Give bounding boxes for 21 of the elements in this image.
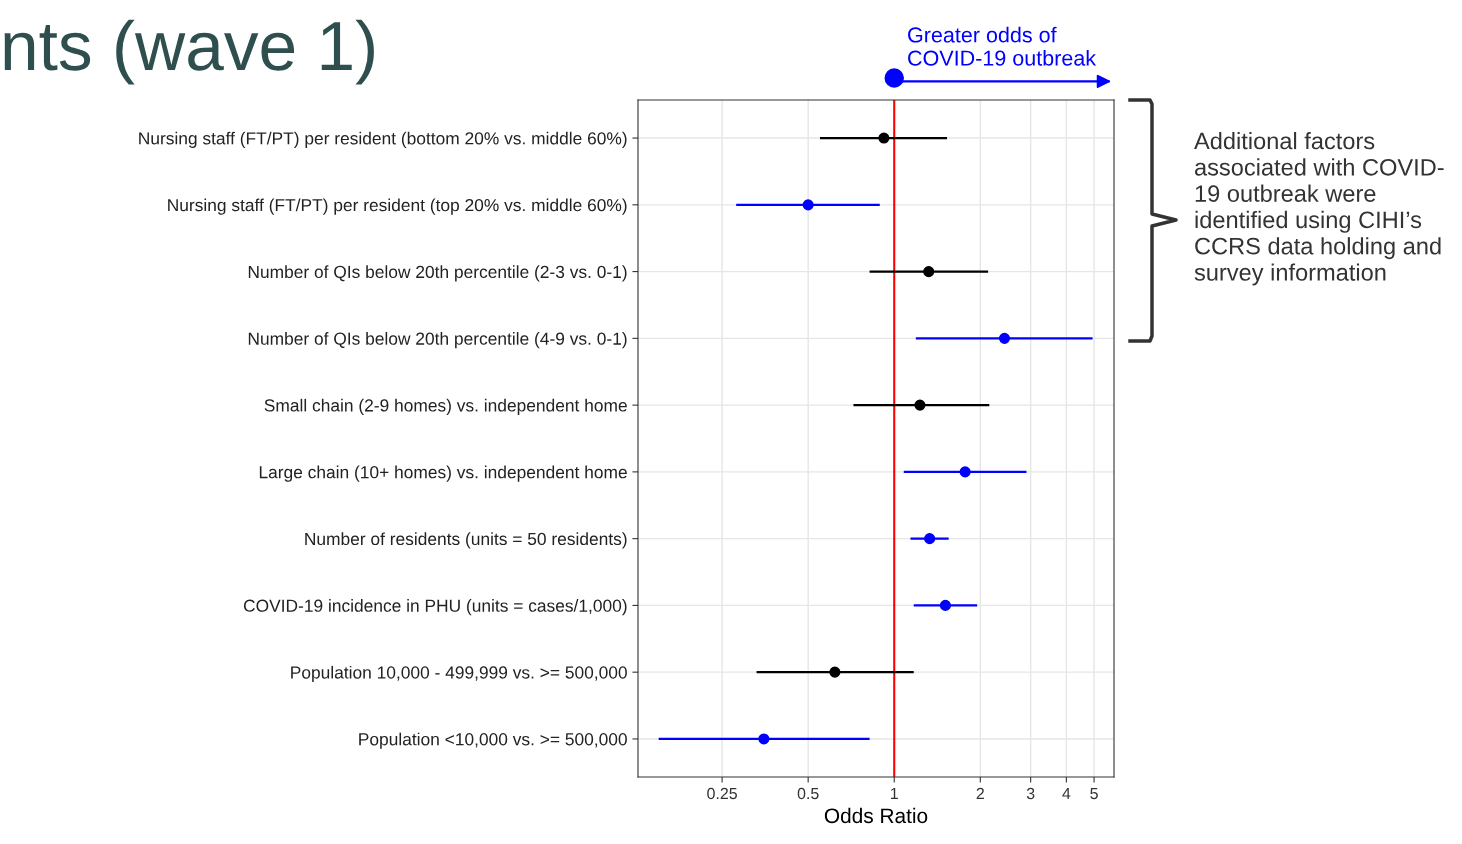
x-tick-label: 2: [976, 787, 984, 799]
y-tick-label: Number of residents (units = 50 residents): [305, 532, 627, 549]
y-tick-label: Number of QIs below 20th percentile (4-9 vs. 0-1): [248, 332, 627, 349]
y-tick-label: Population 10,000 - 499,999 vs. >= 500,000: [291, 665, 627, 683]
chart-title: nts (wave 1): [4, 19, 374, 85]
x-tick-label: 1: [891, 788, 898, 799]
y-tick-label: Nursing staff (FT/PT) per resident (top 20% vs. middle 60%): [168, 198, 627, 215]
x-tick-label: 3: [1026, 787, 1035, 800]
y-tick-label: Number of QIs below 20th percentile (2-3 vs. 0-1): [248, 265, 627, 282]
y-tick-label: Small chain (2-9 homes) vs. independent home: [264, 398, 627, 416]
x-tick-label: 5: [1090, 788, 1098, 800]
y-tick-label: Nursing staff (FT/PT) per resident (bottom 20% vs. middle 60%): [139, 131, 627, 148]
text: Additional factors associated with COVID- 19 outbreak were identified using CIHI’s CCRS data holding and survey information: [1194, 132, 1444, 286]
y-tick-label: COVID-19 incidence in PHU (units = cases/1,000): [243, 599, 627, 616]
x-tick-label: 0.5: [797, 787, 819, 800]
y-tick-label: Large chain (10+ homes) vs. independent home: [259, 465, 627, 482]
text: Greater odds of COVID-19 outbreak: [908, 26, 1097, 66]
y-tick-label: Population <10,000 vs. >= 500,000: [359, 732, 627, 749]
x-axis-title: Odds Ratio: [824, 807, 928, 824]
x-tick-label: 4: [1062, 788, 1071, 799]
x-tick-label: 0.25: [707, 787, 737, 800]
